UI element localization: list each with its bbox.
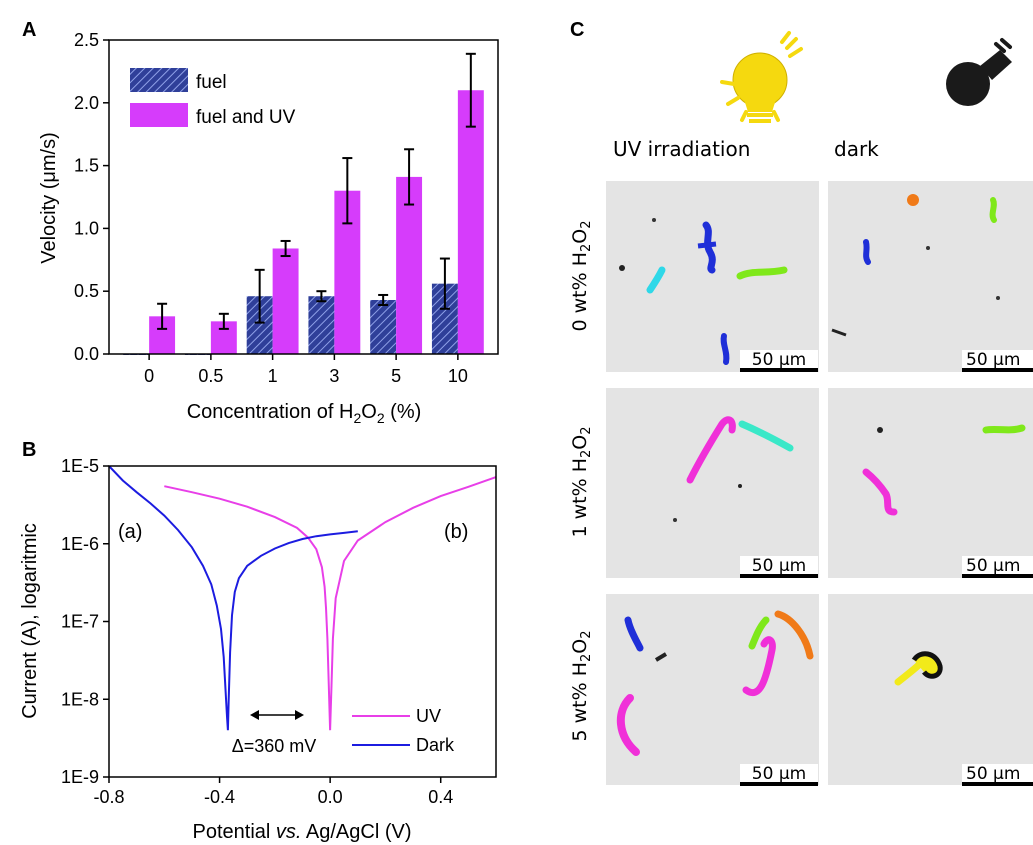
bar-fuel-uv-10 [457, 90, 484, 355]
micrograph-dark-0wt: 50 μm [828, 181, 1033, 372]
scale-bar-label: 50 μm [752, 350, 806, 370]
legend-b: UV Dark [352, 706, 455, 755]
y-tick-label: 1E-7 [61, 612, 99, 632]
micrograph-uv-0wt: 50 μm [606, 181, 819, 372]
y-tick-label: 1.5 [74, 156, 99, 176]
error-bar-fuel-uv-0.5 [218, 312, 229, 330]
current-potential-chart: -0.8 -0.4 0.0 0.4 1E-9 1E-8 1E-7 1E-6 1E-5 (a) (… [19, 456, 497, 843]
row-label-5wt: 5 wt% H2O2 [569, 630, 594, 741]
y-tick-label: 0.5 [74, 281, 99, 301]
axis-ticks-a: 0 0.5 1 3 5 10 0.0 0.5 1.0 1.5 2.0 2.5 [74, 30, 468, 386]
x-tick-label: 0.5 [198, 366, 223, 386]
row-label-0wt: 0 wt% H2O2 [569, 220, 594, 331]
dark-bulb-icon [946, 38, 1012, 106]
error-bar-fuel-uv-5 [404, 148, 415, 206]
panel-label-a: A [22, 19, 36, 41]
y-axis-label-a: Velocity (μm/s) [38, 132, 60, 264]
bar-fuel-uv-1 [272, 248, 299, 354]
column-header-uv: UV irradiation [613, 137, 750, 161]
x-tick-label: -0.8 [93, 787, 124, 807]
error-bar-fuel-uv-10 [465, 52, 476, 128]
micrograph-panel: UV irradiation dark 0 wt% H2O2 1 wt% H2O… [569, 31, 1033, 786]
bar-fuel-3 [308, 296, 335, 354]
legend-label-fuel: fuel [196, 72, 227, 93]
error-bar-fuel-uv-0 [157, 302, 168, 330]
error-bar-fuel-1 [254, 268, 265, 324]
lit-bulb-icon [720, 31, 803, 123]
y-axis-label-b: Current (A), logaritmic [19, 523, 41, 719]
x-tick-label: 0.4 [428, 787, 453, 807]
row-label-1wt: 1 wt% H2O2 [569, 426, 594, 537]
error-bar-fuel-5 [378, 293, 389, 307]
y-tick-label: 2.0 [74, 93, 99, 113]
micrograph-dark-1wt: 50 μm [828, 388, 1033, 578]
y-tick-label: 1E-6 [61, 534, 99, 554]
legend-label-uv: UV [416, 706, 441, 726]
panel-label-b: B [22, 439, 36, 461]
annotation-b: (b) [444, 521, 468, 543]
scale-bar-label: 50 μm [966, 764, 1020, 784]
plot-frame-b [108, 465, 497, 778]
series-line-dark [109, 466, 358, 731]
x-tick-label: 1 [268, 366, 278, 386]
legend-a: fuel fuel and UV [130, 68, 296, 128]
micrograph-dark-5wt: 50 μm [828, 594, 1033, 786]
x-tick-label: 0.0 [318, 787, 343, 807]
y-tick-label: 1E-8 [61, 689, 99, 709]
plot-frame-a [108, 39, 499, 355]
axis-ticks-b: -0.8 -0.4 0.0 0.4 1E-9 1E-8 1E-7 1E-6 1E-5 [61, 456, 453, 807]
micrograph-uv-5wt: 50 μm [606, 594, 819, 786]
scale-bar-label: 50 μm [966, 350, 1020, 370]
panel-label-c: C [570, 19, 584, 41]
legend-swatch-fuel-uv [130, 103, 188, 127]
error-bars-group [157, 52, 476, 330]
bars-group [123, 90, 484, 355]
series-line-uv [164, 476, 496, 731]
x-tick-label: 10 [448, 366, 468, 386]
x-tick-label: 3 [329, 366, 339, 386]
y-tick-label: 1E-9 [61, 767, 99, 787]
delta-arrow [250, 710, 304, 720]
x-axis-label-b: Potential vs. Ag/AgCl (V) [193, 821, 412, 843]
error-bar-fuel-uv-1 [280, 239, 291, 258]
x-tick-label: -0.4 [204, 787, 235, 807]
velocity-bar-chart: 0 0.5 1 3 5 10 0.0 0.5 1.0 1.5 2.0 2.5 fuel fuel an… [38, 30, 499, 426]
scale-bar-label: 50 μm [966, 556, 1020, 576]
error-bar-fuel-3 [316, 290, 327, 303]
y-tick-label: 1.0 [74, 218, 99, 238]
delta-label: Δ=360 mV [232, 736, 317, 756]
bar-fuel-uv-5 [396, 176, 423, 354]
micrograph-uv-1wt: 50 μm [606, 388, 819, 578]
scale-bar-label: 50 μm [752, 556, 806, 576]
legend-swatch-fuel [130, 68, 188, 92]
y-tick-label: 2.5 [74, 30, 99, 50]
x-tick-label: 0 [144, 366, 154, 386]
bar-fuel-5 [370, 299, 397, 354]
y-tick-label: 0.0 [74, 344, 99, 364]
legend-label-fuel-uv: fuel and UV [196, 107, 296, 128]
x-tick-label: 5 [391, 366, 401, 386]
error-bar-fuel-uv-3 [342, 157, 353, 225]
annotation-a: (a) [118, 521, 142, 543]
legend-label-dark: Dark [416, 735, 455, 755]
y-tick-label: 1E-5 [61, 456, 99, 476]
x-axis-label-a: Concentration of H2O2 (%) [187, 401, 422, 426]
column-header-dark: dark [834, 137, 879, 161]
error-bar-fuel-10 [439, 257, 450, 310]
scale-bar-label: 50 μm [752, 764, 806, 784]
